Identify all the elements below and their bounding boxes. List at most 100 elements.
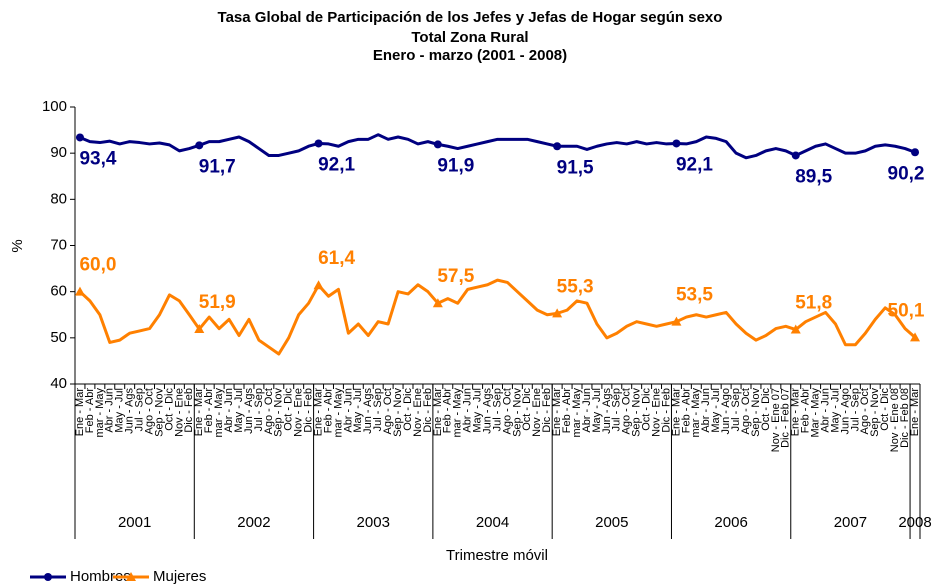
y-tick-label: 70 (50, 236, 67, 253)
legend-marker (44, 573, 52, 581)
x-tick-label: Ago - Oct (859, 388, 871, 434)
x-tick-label: Jul - Sep (730, 388, 742, 431)
x-tick-label: Ago - Oct (621, 388, 633, 434)
x-tick-label: Sep - Nov (869, 388, 881, 437)
x-tick-label: Jul - Sep (134, 388, 146, 431)
x-tick-label: Dic - Feb (183, 388, 195, 433)
chart-title: Tasa Global de Participación de los Jefe… (218, 9, 723, 26)
x-tick-label: Nov - Ene (412, 388, 424, 437)
x-tick-label: Ago - Oct (263, 388, 275, 434)
group-label: 2006 (714, 514, 747, 531)
x-tick-label: Abr - Jun (104, 388, 116, 433)
marker (432, 298, 443, 308)
x-tick-label: Abr - Jun (581, 388, 593, 433)
x-tick-label: Oct - Dic (283, 388, 295, 431)
marker (75, 133, 84, 142)
x-tick-label: Jun - Ago (839, 388, 851, 434)
x-tick-label: Jun - Ags (481, 388, 493, 434)
x-tick-label: Jul - Sep (253, 388, 265, 431)
x-tick-label: Ene - Mar (670, 388, 682, 437)
data-label: 92,1 (318, 154, 355, 175)
marker (672, 139, 681, 148)
group-label: 2002 (237, 514, 270, 531)
x-tick-label: Feb - Abr (800, 388, 812, 434)
x-tick-label: Feb - Abr (442, 388, 454, 434)
x-tick-label: Ene - Mar (909, 388, 921, 437)
x-tick-label: Oct - Dic (402, 388, 414, 431)
marker (313, 280, 324, 290)
data-label: 91,5 (557, 157, 594, 178)
x-tick-label: Abr - Jun (342, 388, 354, 433)
x-tick-label: May - Jul (591, 388, 603, 433)
x-tick-label: Abr - Jun (223, 388, 235, 433)
x-tick-label: mar - May (332, 388, 344, 438)
y-tick-label: 40 (50, 375, 67, 392)
data-label: 91,7 (199, 156, 236, 177)
x-tick-label: Jul - Sep (372, 388, 384, 431)
marker (910, 332, 921, 342)
data-label: 91,9 (437, 155, 474, 176)
data-label: 92,1 (676, 154, 713, 175)
x-tick-label: Feb - Abr (561, 388, 573, 434)
x-tick-label: Abr - Jun (462, 388, 474, 433)
y-tick-label: 60 (50, 283, 67, 300)
x-tick-label: mar - May (690, 388, 702, 438)
group-label: 2001 (118, 514, 151, 531)
chart-subtitle: Enero - marzo (2001 - 2008) (373, 47, 567, 64)
x-tick-label: May - Jul (829, 388, 841, 433)
marker (74, 286, 85, 296)
x-tick-label: mar - May (213, 388, 225, 438)
x-tick-label: Ago - Oct (382, 388, 394, 434)
x-tick-label: Jun - Ago (720, 388, 732, 434)
legend-label: Hombres (70, 568, 131, 585)
series-line (79, 133, 916, 160)
x-tick-label: Ene - Mar (74, 388, 86, 437)
x-tick-label: May - Jul (352, 388, 364, 433)
x-tick-label: Nov - Ene (531, 388, 543, 437)
x-tick-label: Oct - Dic (879, 388, 891, 431)
group-label: 2008 (898, 514, 931, 531)
data-label: 51,9 (199, 292, 236, 313)
chart-subtitle: Total Zona Rural (411, 29, 528, 46)
x-tick-label: Nov - Ene (650, 388, 662, 437)
data-label: 93,4 (79, 148, 116, 169)
x-tick-label: Ene - Mar (193, 388, 205, 437)
data-label: 90,2 (888, 163, 925, 184)
x-tick-label: Nov - Ene 08 (889, 388, 901, 452)
x-tick-label: May - Jul (233, 388, 245, 433)
marker (195, 141, 204, 150)
x-tick-label: Sep - Nov (631, 388, 643, 437)
data-label: 89,5 (795, 166, 832, 187)
x-tick-label: Oct - Dic (163, 388, 175, 431)
x-tick-label: Sep - Nov (750, 388, 762, 437)
marker (194, 324, 205, 334)
x-tick-label: Dic - Feb 07 (780, 388, 792, 448)
marker (552, 308, 563, 318)
x-axis-label: Trimestre móvil (446, 547, 548, 564)
x-tick-label: Feb - Abr (203, 388, 215, 434)
data-label: 53,5 (676, 285, 713, 306)
y-tick-label: 80 (50, 190, 67, 207)
x-tick-label: Feb - Abr (680, 388, 692, 434)
x-tick-label: Feb - Abr (322, 388, 334, 434)
group-label: 2003 (357, 514, 390, 531)
x-tick-label: Dic - Feb 08 (899, 388, 911, 448)
data-label: 50,1 (888, 300, 925, 321)
x-tick-label: Nov - Ene (173, 388, 185, 437)
marker (553, 142, 562, 151)
x-tick-label: Abr - Jun (700, 388, 712, 433)
x-tick-label: Ene - Mar (790, 388, 802, 437)
y-tick-label: 90 (50, 144, 67, 161)
x-tick-label: Sep - Nov (392, 388, 404, 437)
x-tick-label: Ago - Oct (740, 388, 752, 434)
x-tick-label: Oct - Dic (760, 388, 772, 431)
x-tick-label: Sep - Nov (273, 388, 285, 437)
x-tick-label: Nov - Ene 07 (770, 388, 782, 452)
data-label: 55,3 (557, 276, 594, 297)
x-tick-label: May - Jul (710, 388, 722, 433)
x-tick-label: Mar - May (810, 388, 822, 438)
y-tick-label: 100 (42, 98, 67, 115)
x-tick-label: Dic - Feb (660, 388, 672, 433)
x-tick-label: Abr - Jun (819, 388, 831, 433)
x-tick-label: Feb - Abr (84, 388, 96, 434)
